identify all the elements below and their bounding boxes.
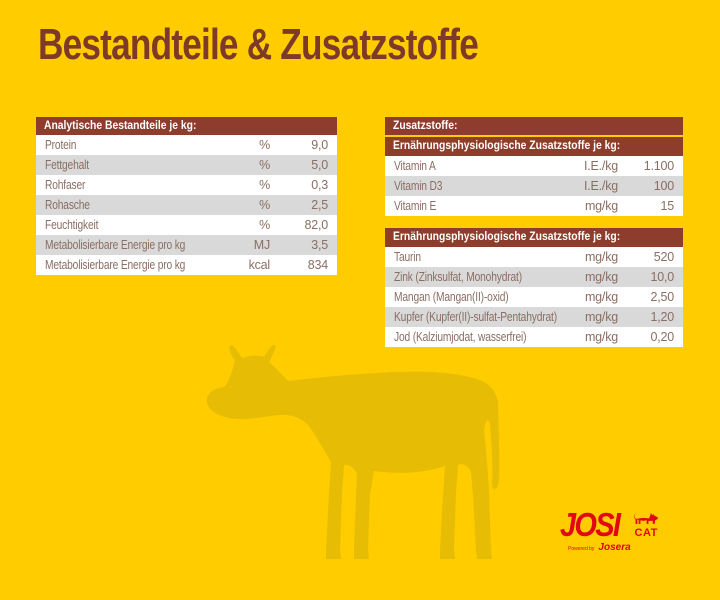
josera-wordmark: Josera — [598, 542, 631, 553]
table-row: Vitamin D3 I.E./kg 100 — [385, 176, 683, 196]
row-value: 5,0 — [311, 158, 328, 172]
row-label: Mangan (Mangan(II)-oxid) — [394, 290, 509, 304]
brand-cat-wordmark: CAT — [634, 527, 658, 539]
row-label: Zink (Zinksulfat, Monohydrat) — [394, 270, 522, 284]
page-title: Bestandteile & Zusatzstoffe — [38, 20, 588, 69]
table-row: Mangan (Mangan(II)-oxid) mg/kg 2,50 — [385, 287, 683, 307]
table-row: Rohfaser % 0,3 — [36, 175, 337, 195]
table-row: Zink (Zinksulfat, Monohydrat) mg/kg 10,0 — [385, 267, 683, 287]
row-value: 82,0 — [304, 218, 328, 232]
row-label: Kupfer (Kupfer(II)-sulfat-Pentahydrat) — [394, 310, 557, 324]
row-label: Metabolisierbare Energie pro kg — [45, 238, 186, 252]
row-label: Vitamin A — [394, 159, 436, 173]
row-unit: mg/kg — [584, 290, 618, 304]
row-value: 15 — [660, 199, 674, 213]
row-unit: I.E./kg — [583, 159, 618, 173]
analytical-table-header: Analytische Bestandteile je kg: — [36, 117, 337, 135]
row-unit: % — [259, 178, 270, 192]
table-row: Vitamin A I.E./kg 1.100 — [385, 156, 683, 176]
trace-elements-table-header: Ernährungsphysiologische Zusatzstoffe je… — [385, 228, 683, 247]
row-value: 10,0 — [650, 270, 674, 284]
row-value: 2,5 — [311, 198, 328, 212]
row-unit: % — [259, 198, 270, 212]
cow-silhouette-icon — [206, 344, 500, 559]
row-label: Metabolisierbare Energie pro kg — [45, 258, 186, 272]
table-row: Jod (Kalziumjodat, wasserfrei) mg/kg 0,2… — [385, 327, 683, 347]
powered-by-label: Powered by — [568, 546, 595, 552]
row-label: Feuchtigkeit — [45, 218, 99, 232]
row-value: 0,3 — [311, 178, 328, 192]
row-label: Protein — [45, 138, 77, 152]
table-row: Metabolisierbare Energie pro kg MJ 3,5 — [36, 235, 337, 255]
table-row: Kupfer (Kupfer(II)-sulfat-Pentahydrat) m… — [385, 307, 683, 327]
table-row: Metabolisierbare Energie pro kg kcal 834 — [36, 255, 337, 275]
table-row: Feuchtigkeit % 82,0 — [36, 215, 337, 235]
josi-cat-logo: JOSI CAT Powered by Josera — [560, 506, 705, 562]
row-label: Rohasche — [45, 198, 90, 212]
vitamins-table-header: Ernährungsphysiologische Zusatzstoffe je… — [385, 137, 683, 156]
row-value: 520 — [653, 250, 674, 264]
row-value: 3,5 — [311, 238, 328, 252]
additives-table-vitamins: Zusatzstoffe: Ernährungsphysiologische Z… — [385, 117, 683, 216]
row-value: 834 — [307, 258, 328, 272]
table-row: Vitamin E mg/kg 15 — [385, 196, 683, 216]
row-label: Fettgehalt — [45, 158, 89, 172]
row-value: 1.100 — [643, 159, 674, 173]
table-row: Fettgehalt % 5,0 — [36, 155, 337, 175]
table-row: Protein % 9,0 — [36, 135, 337, 155]
row-unit: kcal — [248, 258, 271, 272]
row-value: 9,0 — [311, 138, 328, 152]
additives-table-trace-elements: Ernährungsphysiologische Zusatzstoffe je… — [385, 228, 683, 347]
row-unit: mg/kg — [584, 330, 618, 344]
row-unit: mg/kg — [584, 310, 618, 324]
table-row: Rohasche % 2,5 — [36, 195, 337, 215]
row-value: 0,20 — [650, 330, 674, 344]
row-value: 1,20 — [650, 310, 674, 324]
cat-icon — [634, 512, 659, 524]
row-unit: % — [259, 218, 270, 232]
row-unit: mg/kg — [584, 199, 618, 213]
row-value: 2,50 — [650, 290, 674, 304]
table-row: Taurin mg/kg 520 — [385, 247, 683, 267]
header-divider — [385, 135, 683, 137]
row-unit: MJ — [253, 238, 270, 252]
row-unit: % — [259, 158, 270, 172]
row-unit: mg/kg — [584, 270, 618, 284]
analytical-table: Analytische Bestandteile je kg: Protein … — [36, 117, 337, 275]
row-label: Rohfaser — [45, 178, 86, 192]
brand-josi-wordmark: JOSI — [560, 506, 621, 543]
row-unit: mg/kg — [584, 250, 618, 264]
row-label: Taurin — [394, 250, 421, 264]
row-value: 100 — [653, 179, 674, 193]
row-unit: I.E./kg — [583, 179, 618, 193]
row-unit: % — [259, 138, 270, 152]
page-title-text: Bestandteile & Zusatzstoffe — [38, 20, 479, 69]
row-label: Jod (Kalziumjodat, wasserfrei) — [394, 330, 527, 344]
additives-main-header: Zusatzstoffe: — [385, 117, 683, 135]
row-label: Vitamin E — [394, 199, 437, 213]
row-label: Vitamin D3 — [394, 179, 443, 193]
